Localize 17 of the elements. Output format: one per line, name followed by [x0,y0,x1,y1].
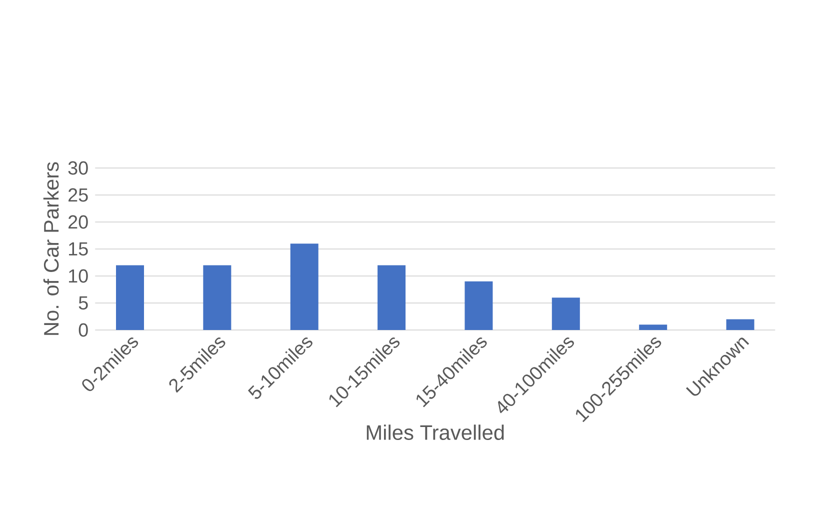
bar [464,281,493,330]
y-tick-label: 5 [78,296,88,310]
y-tick-label: 30 [68,161,88,175]
bar [290,244,318,330]
y-tick-label: 20 [68,215,88,229]
y-tick-label: 15 [69,242,88,256]
bar [203,265,232,330]
y-axis-title: No. of Car Parkers [43,162,59,335]
bar [639,324,668,330]
bar [552,298,580,330]
y-tick-label: 10 [69,269,88,283]
x-axis-title: Miles Travelled [366,424,504,440]
y-tick-label: 0 [78,323,88,337]
bar [378,265,406,330]
bar [726,319,754,330]
y-tick-label: 25 [68,188,88,202]
bar [116,265,144,330]
